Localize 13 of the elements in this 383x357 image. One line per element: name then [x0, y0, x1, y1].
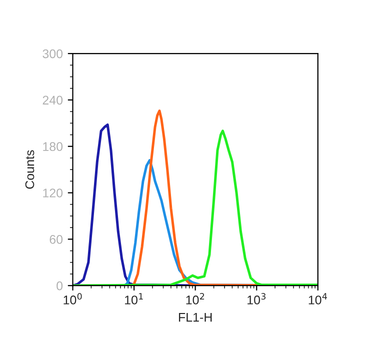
y-tick-label: 120	[43, 188, 63, 198]
x-tick-label: 10$^{0}$	[64, 293, 82, 304]
y-tick-label: 0	[56, 281, 63, 290]
y-tick-label: 60	[50, 234, 63, 244]
x-tick-label: 10$^{2}$	[186, 293, 204, 304]
y-tick-label: 300	[42, 49, 63, 58]
x-axis-title: FL1-H	[178, 312, 212, 322]
x-tick-label: 10$^{1}$	[125, 293, 143, 304]
x-tick-label: 10$^{4}$	[308, 293, 327, 304]
y-tick-label: 180	[43, 142, 63, 152]
y-axis-title: Counts	[25, 150, 34, 189]
x-tick-label: 10$^{3}$	[248, 293, 266, 304]
y-tick-label: 240	[42, 96, 63, 105]
